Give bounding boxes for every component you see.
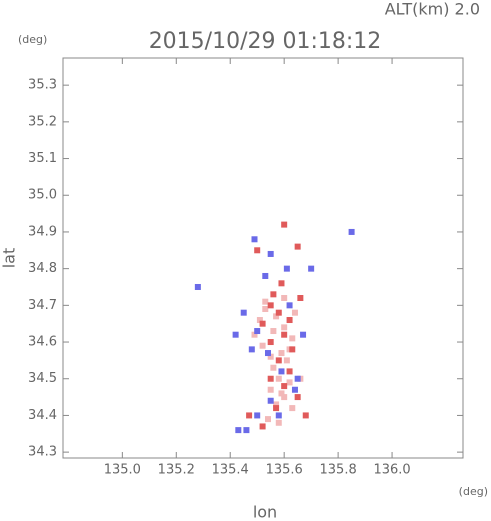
echo-cell [275, 419, 282, 426]
echo-cell [291, 309, 298, 316]
x-tick-label: 136.0 [373, 463, 410, 478]
echo-cell [264, 350, 271, 357]
echo-cell [275, 375, 282, 382]
echo-cell [278, 368, 285, 375]
echo-cell [348, 228, 355, 235]
y-tick-label: 34.4 [28, 408, 57, 423]
echo-cell [254, 412, 261, 419]
echo-cell [251, 331, 258, 338]
echo-cell [270, 364, 277, 371]
chart-title: 2015/10/29 01:18:12 [149, 29, 382, 54]
echo-cell [262, 272, 269, 279]
plot-frame [62, 57, 464, 459]
echo-cell [259, 423, 266, 430]
y-tick-label: 35.0 [28, 188, 57, 203]
echo-cell [270, 291, 277, 298]
x-tick-label: 135.4 [212, 463, 249, 478]
echo-cell [267, 339, 274, 346]
y-unit: (deg) [18, 33, 47, 46]
echo-cell [289, 346, 296, 353]
echo-cell [281, 383, 288, 390]
echo-cell [273, 405, 280, 412]
echo-cell [289, 335, 296, 342]
echo-cell [273, 401, 280, 408]
echo-cell [235, 427, 242, 434]
x-tick-label: 135.6 [266, 463, 303, 478]
x-tick-label: 135.8 [320, 463, 357, 478]
echo-cell [267, 302, 274, 309]
y-tick-label: 34.9 [28, 224, 57, 239]
echo-cell [267, 386, 274, 393]
echo-cell [267, 375, 274, 382]
echo-cell [302, 412, 309, 419]
echo-cell [283, 357, 290, 364]
echo-cell [281, 324, 288, 331]
echo-cell [281, 221, 288, 228]
echo-cell [275, 412, 282, 419]
x-tick-label: 135.0 [104, 463, 141, 478]
echo-cell [256, 317, 263, 324]
echo-cell [286, 317, 293, 324]
altitude-annotation: ALT(km) 2.0 [385, 0, 480, 19]
echo-cell [254, 328, 261, 335]
echo-cell [246, 412, 253, 419]
echo-cell [259, 342, 266, 349]
y-tick-label: 34.8 [28, 261, 57, 276]
echo-cell [262, 306, 269, 313]
echo-cell [294, 243, 301, 250]
echo-cell [194, 283, 201, 290]
echo-cell [286, 379, 293, 386]
echo-cell [267, 397, 274, 404]
echo-cell [248, 346, 255, 353]
echo-cell [297, 295, 304, 301]
y-tick-label: 35.3 [28, 78, 57, 93]
echo-cell [275, 357, 282, 364]
echo-cell [273, 313, 280, 320]
echo-cell [281, 394, 288, 401]
y-tick-label: 35.2 [28, 114, 57, 129]
x-tick-label: 135.2 [158, 463, 195, 478]
echo-cell [278, 280, 285, 287]
echo-cell [294, 375, 301, 382]
echo-cell [281, 331, 288, 338]
echo-cell [286, 302, 293, 309]
echo-cell [264, 416, 271, 423]
echo-cell [278, 390, 285, 397]
echo-cell [267, 353, 274, 360]
echo-cell [291, 386, 298, 393]
echo-cell [294, 394, 301, 401]
y-tick-label: 34.5 [28, 371, 57, 386]
echo-cell [278, 350, 285, 357]
echo-cell [259, 320, 266, 327]
echo-cell [232, 331, 239, 338]
echo-cell [267, 250, 274, 257]
echo-cell [286, 368, 293, 375]
echo-cell [262, 298, 269, 305]
echo-cell [243, 427, 250, 434]
x-axis-label: lon [253, 503, 277, 521]
y-tick-label: 34.6 [28, 335, 57, 350]
echo-cell [283, 265, 290, 272]
echo-cell [254, 247, 261, 254]
echo-cell [308, 265, 315, 272]
x-unit: (deg) [459, 485, 488, 498]
y-tick-label: 34.7 [28, 298, 57, 313]
y-axis-label: lat [0, 248, 19, 269]
echo-cell [240, 309, 247, 316]
echo-cell [281, 295, 288, 301]
echo-cell [289, 405, 296, 412]
y-tick-label: 34.3 [28, 445, 57, 460]
y-tick-label: 35.1 [28, 151, 57, 166]
echo-cell [275, 309, 282, 316]
echo-cell [300, 331, 307, 338]
echo-cell [270, 328, 277, 335]
echo-cell [251, 236, 258, 243]
